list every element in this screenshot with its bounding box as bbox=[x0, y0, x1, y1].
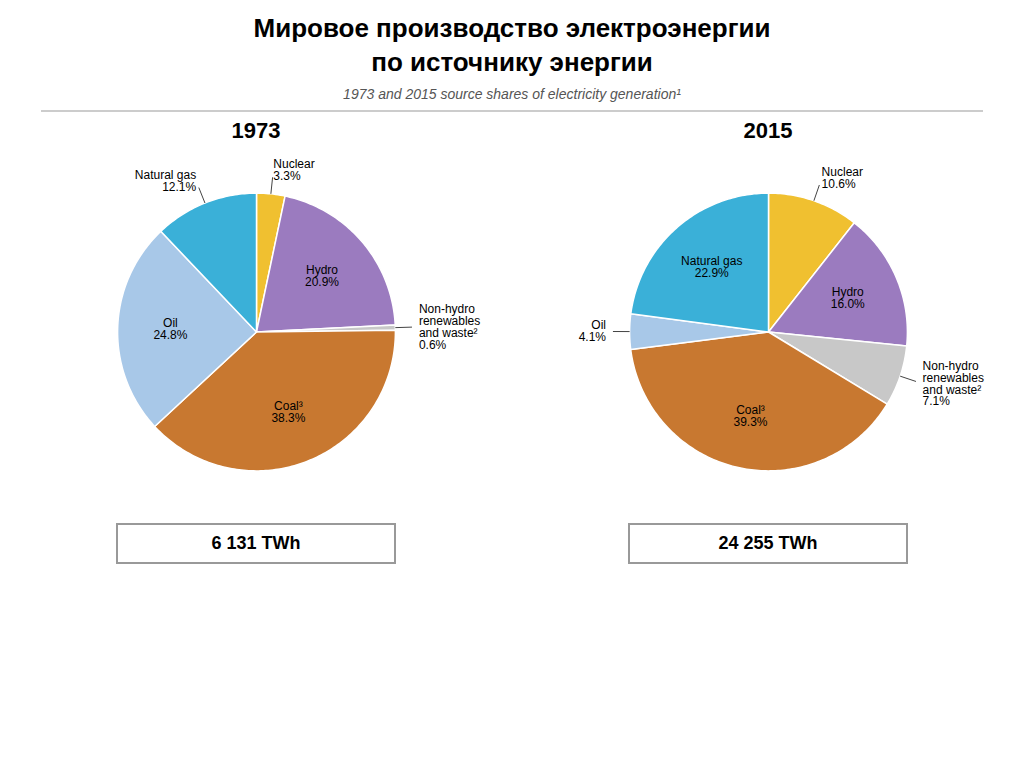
html-text:1973 and 2015 source shares of: 1973 and 2015 source shares of electrici… bbox=[343, 85, 681, 102]
svg-text:Non-hydrorenewablesand waste²0: Non-hydrorenewablesand waste²0.6% bbox=[419, 301, 480, 351]
html-text:Мировое производство электроэн: Мировое производство электроэнергии по и… bbox=[253, 13, 771, 77]
svg-text:Natural gas22.9%: Natural gas22.9% bbox=[681, 254, 742, 280]
svg-text:Natural gas12.1%: Natural gas12.1% bbox=[135, 168, 197, 194]
svg-text:Nuclear3.3%: Nuclear3.3% bbox=[273, 157, 314, 183]
html-text:24 255 TWh: 24 255 TWh bbox=[718, 532, 818, 553]
html-text:2015: 2015 bbox=[743, 117, 793, 143]
html-text:6 131 TWh: 6 131 TWh bbox=[211, 532, 301, 553]
svg-text:Hydro16.0%: Hydro16.0% bbox=[831, 285, 865, 311]
svg-text:Coal³38.3%: Coal³38.3% bbox=[271, 398, 305, 424]
svg-text:Coal³39.3%: Coal³39.3% bbox=[733, 403, 767, 429]
svg-text:Nuclear10.6%: Nuclear10.6% bbox=[822, 165, 863, 191]
svg-text:Oil24.8%: Oil24.8% bbox=[153, 316, 187, 342]
svg-text:Non-hydrorenewablesand waste²7: Non-hydrorenewablesand waste²7.1% bbox=[923, 358, 984, 408]
svg-text:Oil4.1%: Oil4.1% bbox=[579, 318, 607, 344]
svg-text:Hydro20.9%: Hydro20.9% bbox=[305, 263, 339, 289]
html-text:1973: 1973 bbox=[231, 117, 281, 143]
